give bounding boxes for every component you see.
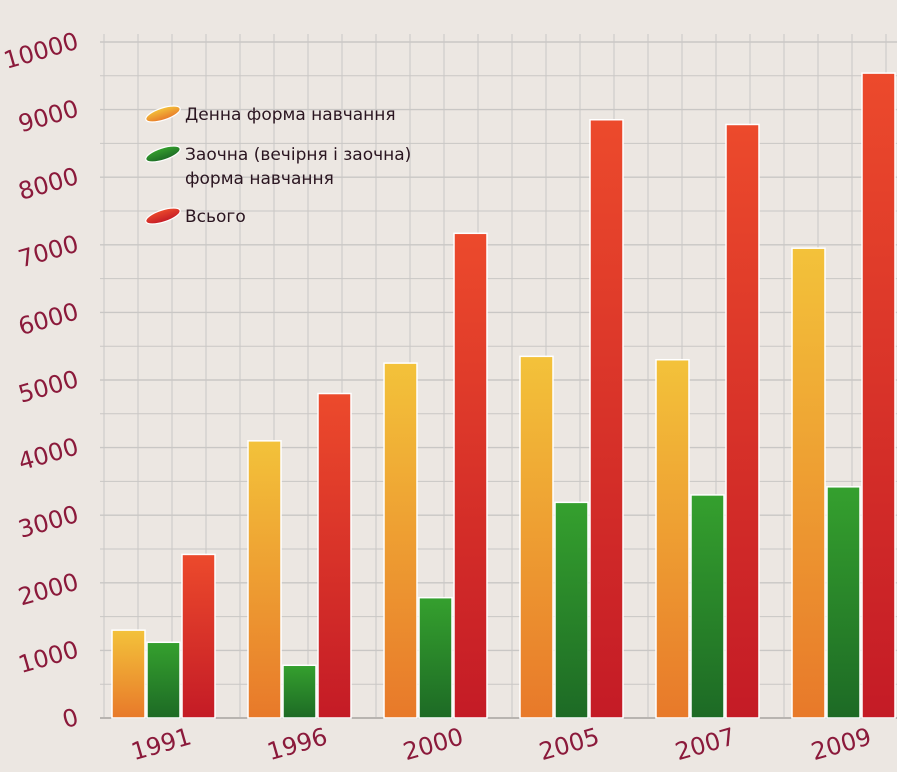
bar-day-2007 <box>655 358 690 719</box>
legend-label: Денна форма навчання <box>185 105 396 125</box>
bar-day-2000 <box>383 362 418 719</box>
bar-extramural-2009 <box>826 486 861 719</box>
bar-extramural-2005 <box>554 501 589 719</box>
bar-day-2005 <box>519 355 554 719</box>
legend: Денна форма навчання Заочна (вечірня і за… <box>145 105 411 227</box>
bar-total-2000 <box>453 232 488 719</box>
bar-extramural-1991 <box>146 641 181 719</box>
bar-total-2009 <box>861 72 896 719</box>
bar-day-1991 <box>111 629 146 719</box>
legend-swatch-total <box>145 207 181 225</box>
bars <box>111 72 896 719</box>
bar-extramural-2000 <box>418 596 453 719</box>
y-tick-label: 0 <box>59 703 81 734</box>
legend-swatch-day <box>145 105 181 123</box>
bar-total-1991 <box>181 553 216 719</box>
legend-label: Всього <box>185 207 246 227</box>
bar-day-1996 <box>247 440 282 719</box>
bar-total-2007 <box>725 123 760 719</box>
legend-label: форма навчання <box>185 169 334 189</box>
bar-day-2009 <box>791 247 826 719</box>
bar-total-1996 <box>317 392 352 719</box>
bar-extramural-1996 <box>282 664 317 719</box>
bar-extramural-2007 <box>690 494 725 719</box>
legend-swatch-extramural <box>145 145 181 163</box>
bar-total-2005 <box>589 118 624 719</box>
legend-label: Заочна (вечірня і заочна) <box>185 145 411 165</box>
